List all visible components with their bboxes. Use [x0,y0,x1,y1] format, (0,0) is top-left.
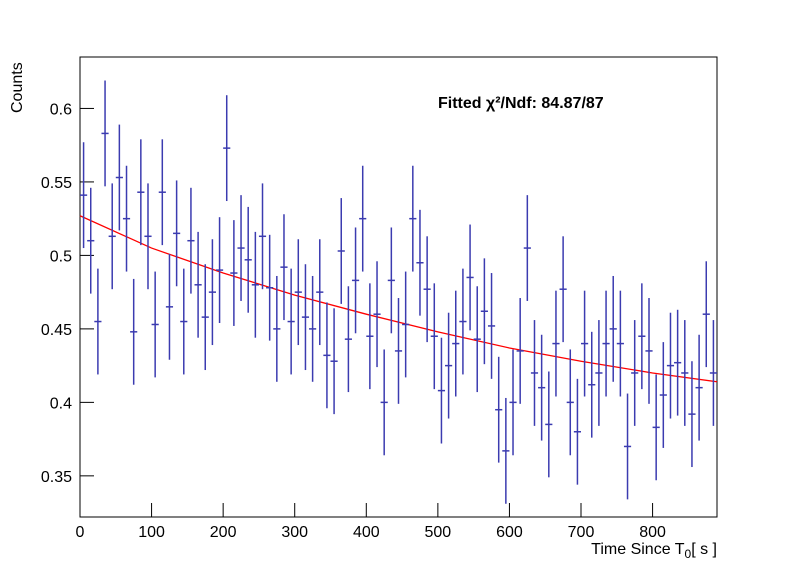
y-axis-label: Counts [9,62,26,113]
y-tick-label: 0.4 [50,395,72,412]
x-label-main: Time Since T [591,541,685,558]
y-tick-label: 0.45 [41,322,72,339]
x-tick-label: 600 [496,524,523,541]
fit-curve [79,215,718,383]
plot-frame [79,56,718,518]
x-axis-label: Time Since T0[ s ] [591,541,717,561]
x-tick-label: 400 [353,524,380,541]
x-tick-label: 200 [210,524,237,541]
x-tick-label: 700 [568,524,595,541]
y-tick-label: 0.55 [41,175,72,192]
y-tick-label: 0.6 [50,101,72,118]
x-tick-label: 500 [425,524,452,541]
x-label-unit: [ s ] [691,541,717,558]
fit-annotation: Fitted χ²/Ndf: 84.87/87 [438,95,604,112]
x-tick-label: 800 [639,524,666,541]
x-tick-label: 0 [76,524,85,541]
x-tick-label: 300 [281,524,308,541]
y-tick-label: 0.5 [50,248,72,265]
x-label-subscript: 0 [685,547,692,561]
x-tick-label: 100 [138,524,165,541]
y-tick-label: 0.35 [41,469,72,486]
